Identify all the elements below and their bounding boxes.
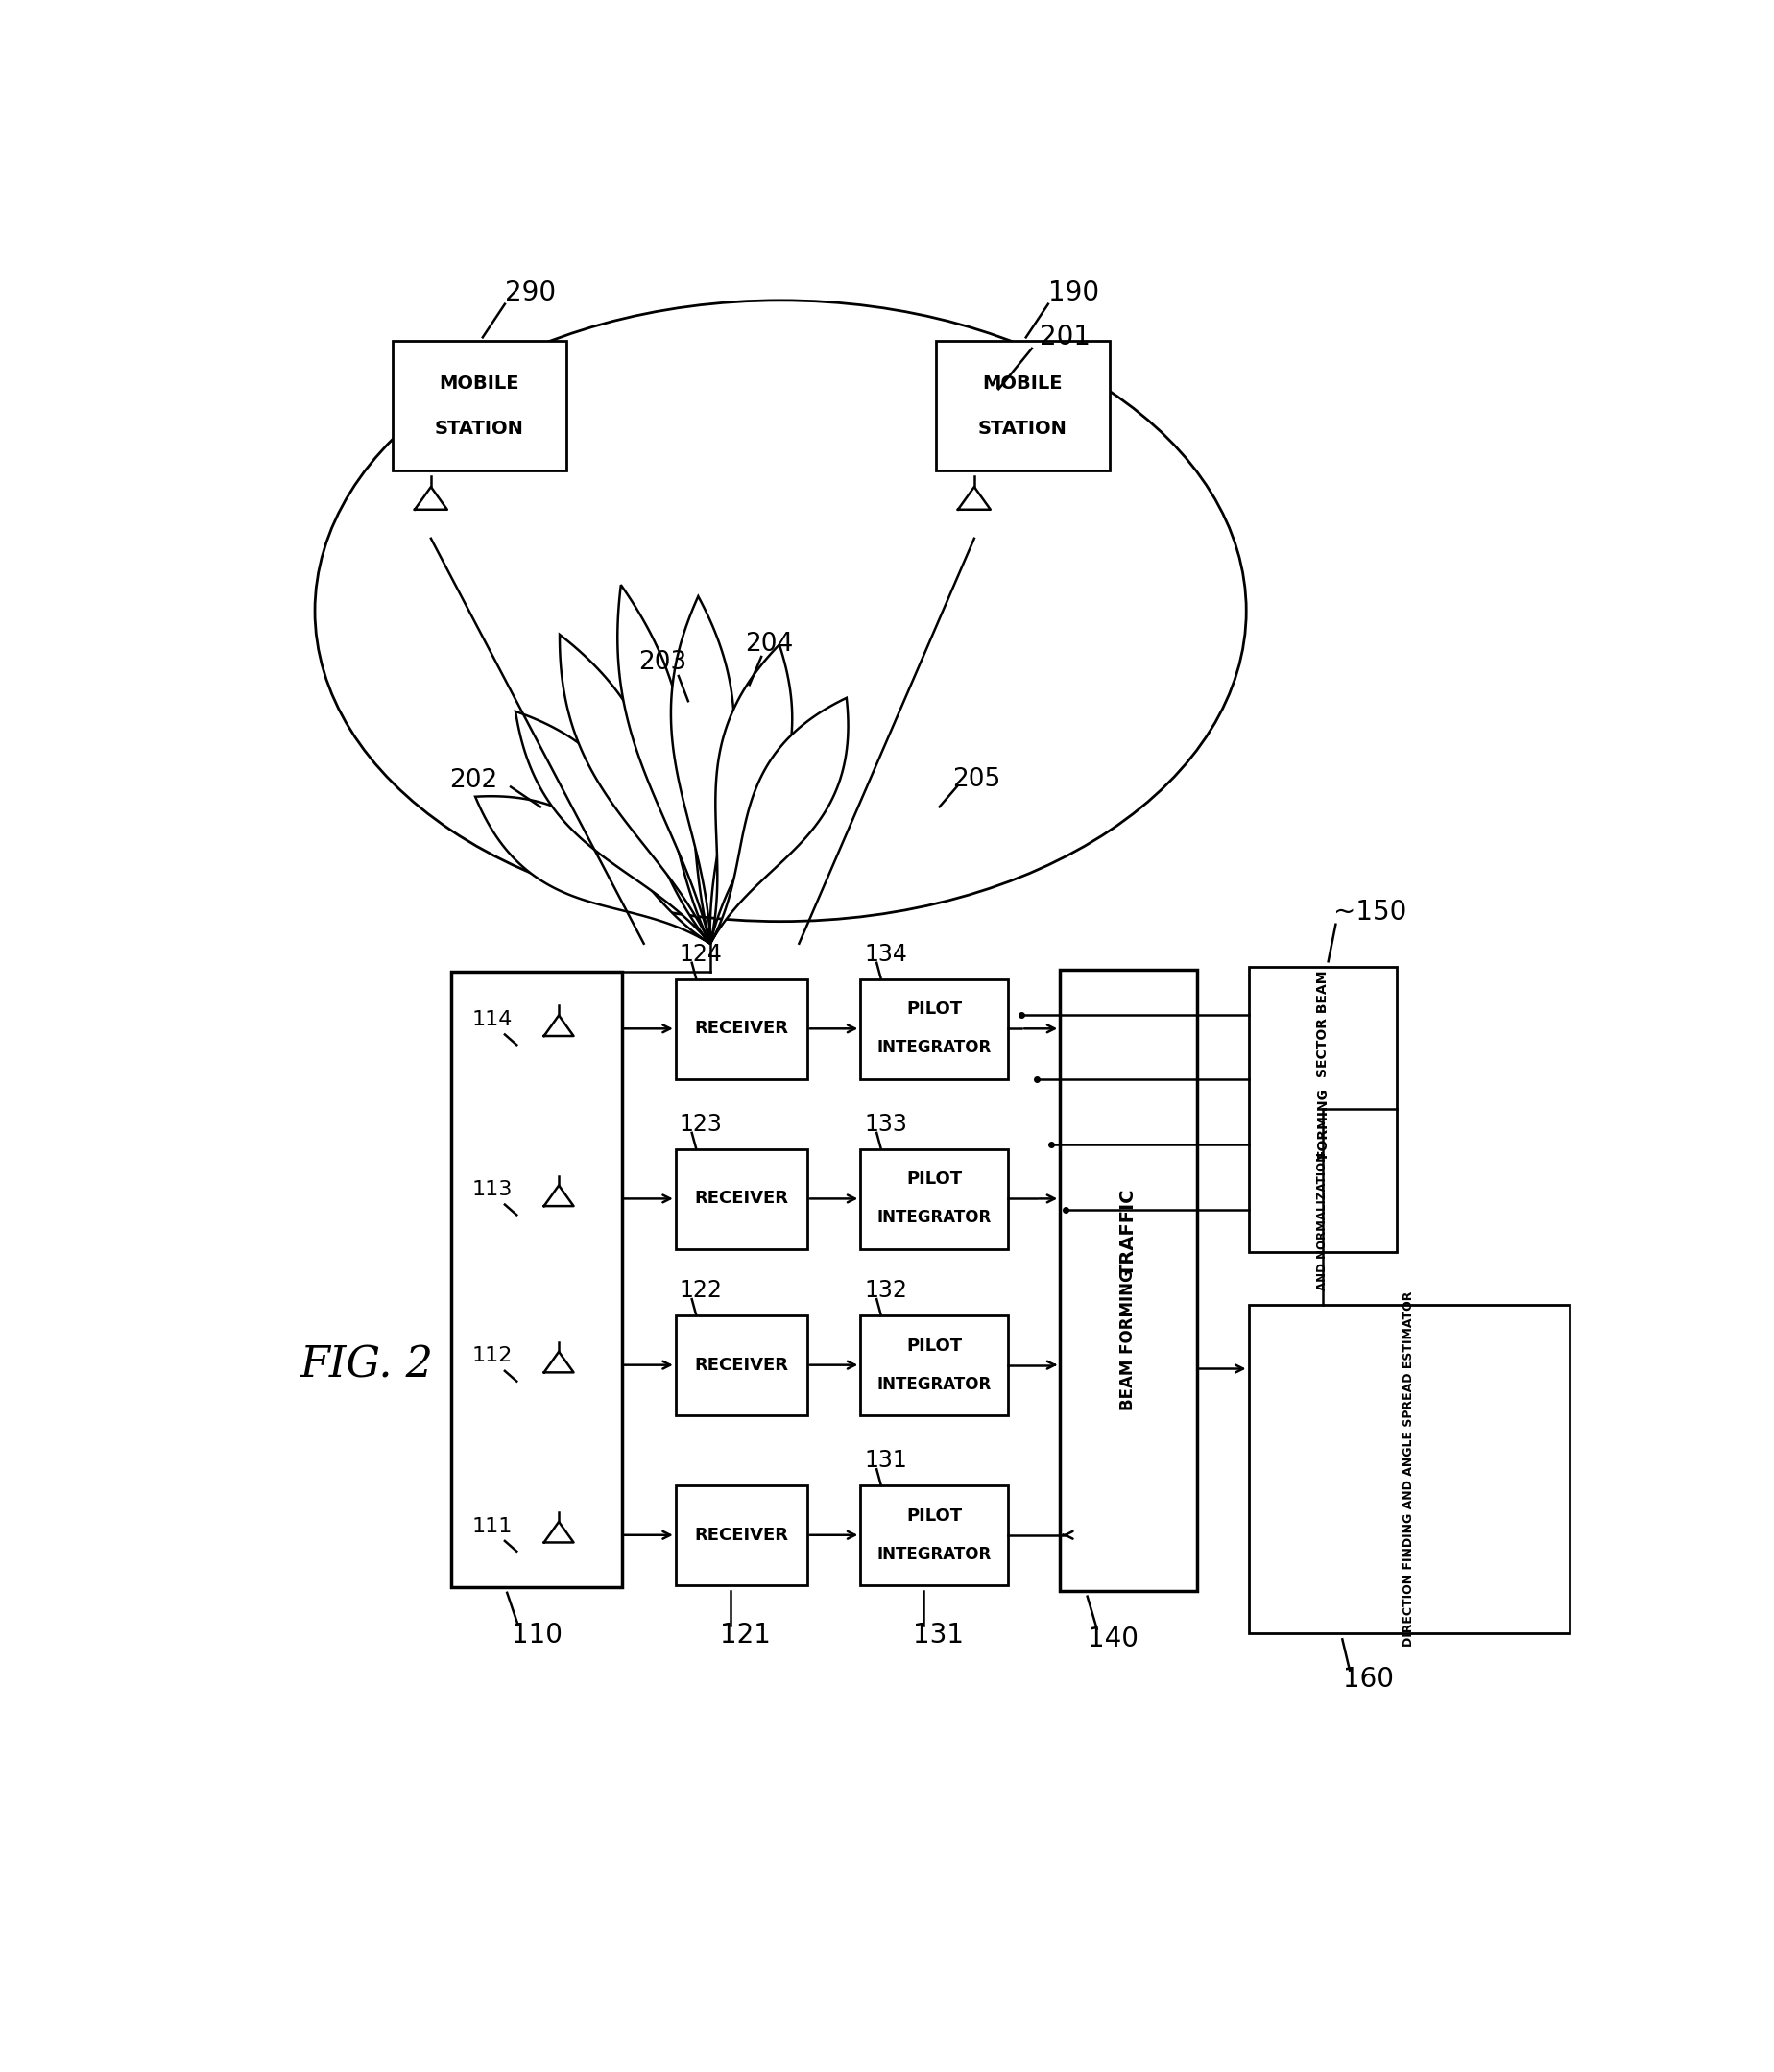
Text: STATION: STATION — [977, 421, 1066, 437]
Text: STATION: STATION — [435, 421, 523, 437]
Text: 112: 112 — [472, 1347, 513, 1365]
Bar — [676, 980, 807, 1080]
Bar — [860, 1316, 1008, 1415]
Bar — [1249, 968, 1396, 1251]
Bar — [860, 980, 1008, 1080]
Polygon shape — [710, 644, 793, 943]
Text: 124: 124 — [679, 943, 722, 966]
Text: 123: 123 — [679, 1113, 722, 1135]
Bar — [392, 342, 566, 470]
Polygon shape — [710, 698, 848, 943]
Text: 110: 110 — [511, 1622, 562, 1649]
Text: 131: 131 — [912, 1622, 963, 1649]
Text: 202: 202 — [449, 769, 498, 794]
Text: 290: 290 — [506, 280, 557, 307]
Text: AND NORMALIZATION: AND NORMALIZATION — [1316, 1152, 1329, 1291]
Text: MOBILE: MOBILE — [983, 375, 1063, 392]
Polygon shape — [671, 597, 734, 943]
Polygon shape — [559, 634, 710, 943]
Bar — [860, 1150, 1008, 1249]
Bar — [452, 972, 621, 1587]
Text: BEAM FORMING: BEAM FORMING — [1119, 1268, 1137, 1411]
Text: MOBILE: MOBILE — [438, 375, 520, 392]
Polygon shape — [475, 796, 710, 943]
Text: PILOT: PILOT — [907, 1336, 962, 1355]
Text: RECEIVER: RECEIVER — [694, 1357, 788, 1374]
Text: 203: 203 — [639, 651, 687, 675]
Bar — [937, 342, 1109, 470]
Text: 205: 205 — [953, 767, 1001, 792]
Text: 113: 113 — [472, 1181, 513, 1200]
Ellipse shape — [316, 300, 1245, 922]
Text: INTEGRATOR: INTEGRATOR — [876, 1376, 992, 1392]
Text: 134: 134 — [864, 943, 907, 966]
Text: 160: 160 — [1343, 1666, 1394, 1693]
Text: INTEGRATOR: INTEGRATOR — [876, 1546, 992, 1562]
Polygon shape — [617, 584, 710, 943]
Text: SECTOR BEAM: SECTOR BEAM — [1316, 970, 1329, 1077]
Text: 121: 121 — [720, 1622, 770, 1649]
Text: DIRECTION FINDING AND ANGLE SPREAD ESTIMATOR: DIRECTION FINDING AND ANGLE SPREAD ESTIM… — [1403, 1291, 1416, 1647]
Text: INTEGRATOR: INTEGRATOR — [876, 1040, 992, 1057]
Text: 131: 131 — [864, 1448, 907, 1471]
Bar — [860, 1486, 1008, 1585]
Text: 204: 204 — [745, 632, 793, 657]
Bar — [676, 1150, 807, 1249]
Text: PILOT: PILOT — [907, 1506, 962, 1525]
Text: 122: 122 — [679, 1278, 722, 1301]
Text: RECEIVER: RECEIVER — [694, 1189, 788, 1208]
Text: 201: 201 — [1040, 323, 1091, 350]
Text: 111: 111 — [472, 1517, 513, 1535]
Bar — [676, 1486, 807, 1585]
Text: INTEGRATOR: INTEGRATOR — [876, 1210, 992, 1227]
Text: PILOT: PILOT — [907, 1001, 962, 1017]
Text: TRAFFIC: TRAFFIC — [1119, 1187, 1137, 1276]
Bar — [676, 1316, 807, 1415]
Text: 132: 132 — [864, 1278, 907, 1301]
Text: RECEIVER: RECEIVER — [694, 1527, 788, 1544]
Bar — [1249, 1305, 1570, 1633]
Text: 190: 190 — [1048, 280, 1100, 307]
Text: 114: 114 — [472, 1011, 513, 1030]
Text: 140: 140 — [1087, 1624, 1139, 1651]
Text: RECEIVER: RECEIVER — [694, 1019, 788, 1038]
Text: ~150: ~150 — [1334, 899, 1407, 926]
Text: PILOT: PILOT — [907, 1171, 962, 1187]
Polygon shape — [516, 711, 710, 943]
Bar — [1061, 970, 1197, 1591]
Text: FIG. 2: FIG. 2 — [300, 1345, 433, 1386]
Text: FORMING: FORMING — [1316, 1088, 1329, 1158]
Text: 133: 133 — [864, 1113, 907, 1135]
